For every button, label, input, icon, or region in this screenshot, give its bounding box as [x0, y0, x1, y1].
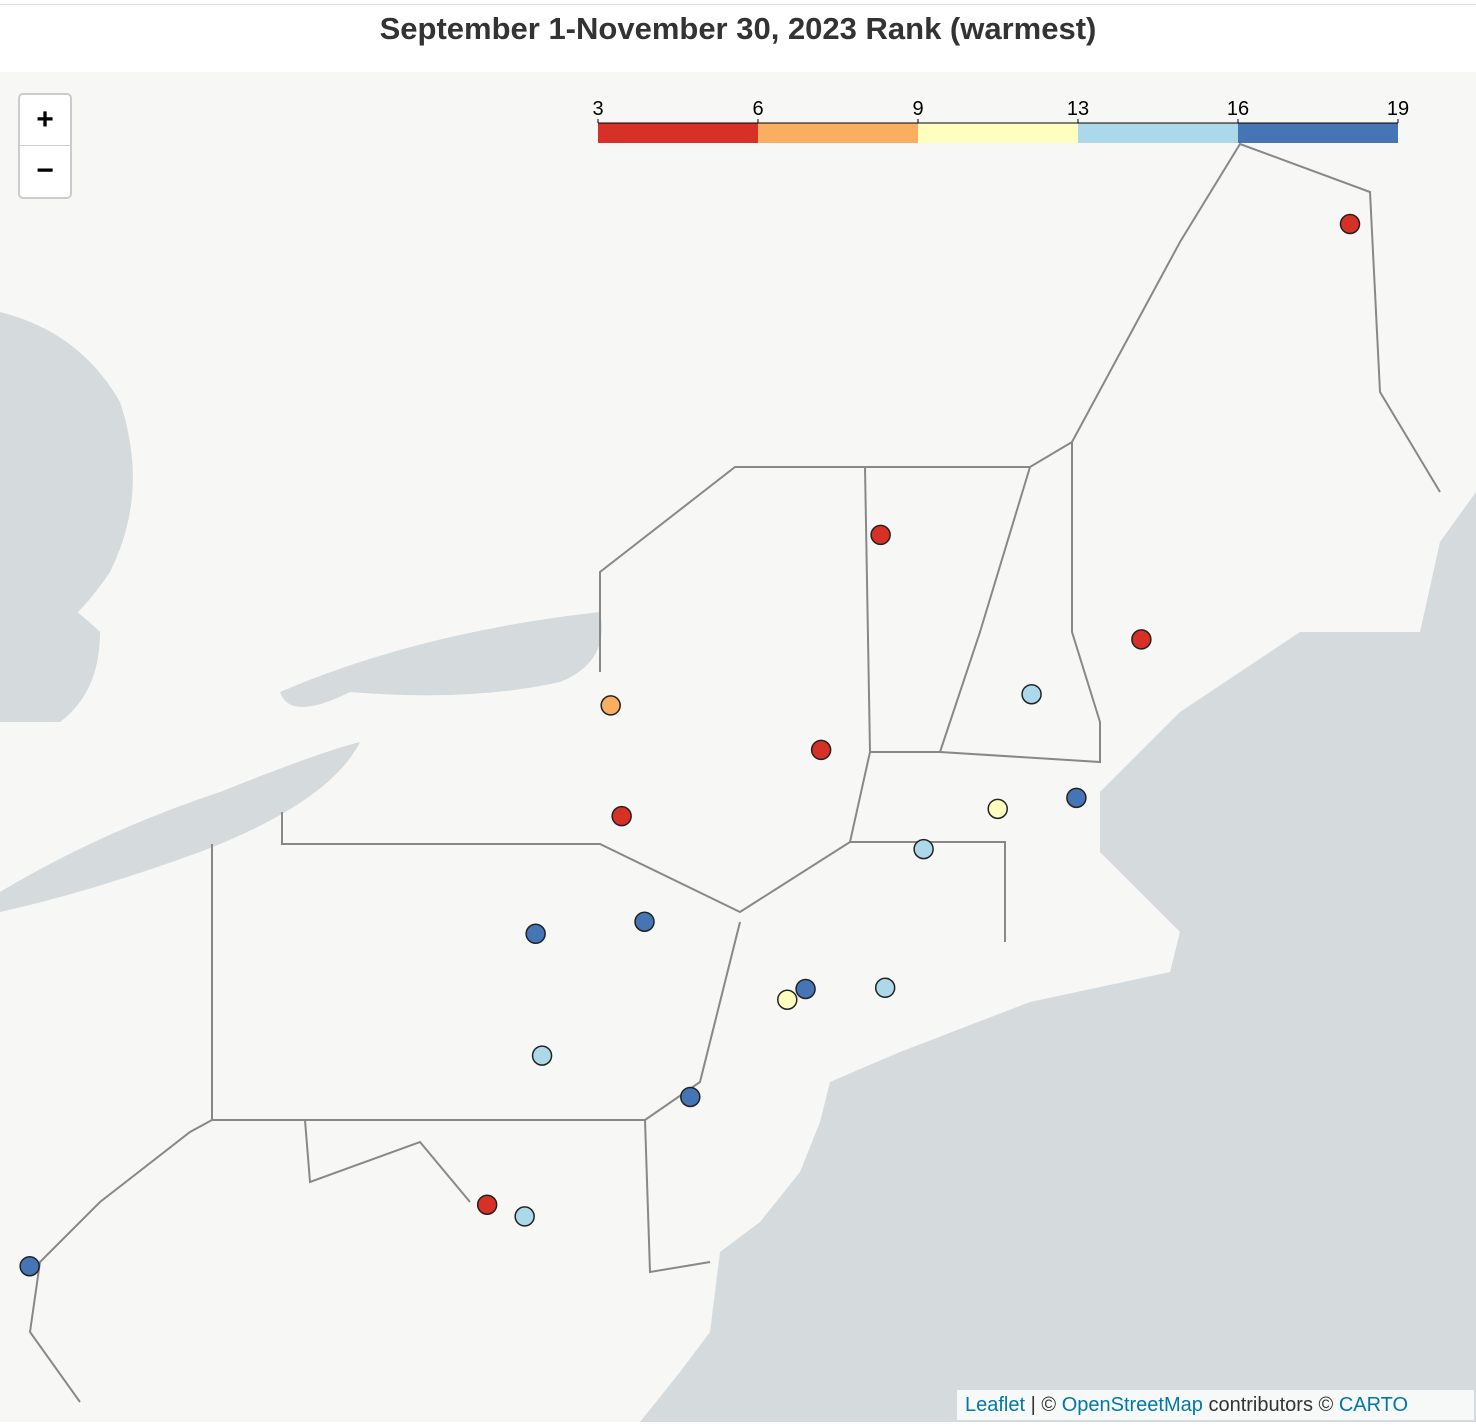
legend-tick-label: 19	[1387, 98, 1409, 120]
station-marker	[795, 978, 816, 1000]
zoom-out[interactable]: −	[36, 154, 54, 187]
legend-swatch	[1238, 123, 1398, 143]
attribution-sep: | ©	[1030, 1394, 1057, 1416]
ocean	[640, 492, 1476, 1422]
station-marker	[634, 911, 655, 932]
legend-tick-label: 9	[912, 98, 923, 120]
station-marker	[777, 989, 798, 1010]
station-marker	[531, 1045, 553, 1066]
station-marker	[19, 1255, 40, 1277]
lake-huron	[0, 312, 133, 652]
station-marker	[525, 923, 546, 945]
leaflet-link[interactable]: Leaflet	[965, 1394, 1026, 1416]
legend-swatch	[598, 123, 758, 143]
attribution-text: contributors ©	[1208, 1394, 1334, 1416]
lake-ontario	[280, 612, 602, 707]
legend-tick-label: 6	[752, 98, 763, 120]
station-marker	[1339, 213, 1361, 235]
attribution: Leaflet | © OpenStreetMap contributors ©…	[957, 1390, 1474, 1420]
zoom-in[interactable]: +	[20, 95, 70, 146]
carto-link[interactable]: CARTO	[1338, 1394, 1409, 1416]
station-marker	[874, 977, 896, 999]
lake-erie	[0, 742, 360, 912]
station-marker	[1066, 787, 1087, 809]
legend-tick-label: 16	[1227, 98, 1249, 120]
station-marker	[600, 695, 621, 716]
station-marker	[810, 739, 832, 761]
station-marker	[1131, 629, 1152, 650]
station-marker	[913, 838, 934, 860]
osm-link[interactable]: OpenStreetMap	[1061, 1394, 1203, 1416]
station-marker	[987, 798, 1008, 820]
station-marker	[611, 805, 632, 827]
legend-tick-label: 13	[1067, 98, 1089, 120]
legend-swatch	[1078, 123, 1238, 143]
station-marker	[514, 1206, 535, 1227]
legend-tick-label: 3	[592, 98, 603, 120]
stations	[19, 213, 1361, 1277]
station-marker	[680, 1086, 701, 1108]
station-marker	[870, 524, 891, 546]
legend-swatch	[758, 123, 918, 143]
station-marker	[476, 1194, 498, 1215]
title: September 1-November 30, 2023 Rank (warm…	[0, 4, 1476, 71]
zoom-control: + −	[18, 93, 72, 199]
legend-swatch	[918, 123, 1078, 143]
lake-michigan	[0, 572, 100, 722]
map: 3 6 9 13 16 19	[0, 72, 1476, 1422]
legend: 3 6 9 13 16 19	[592, 98, 1409, 143]
station-marker	[1021, 683, 1042, 705]
